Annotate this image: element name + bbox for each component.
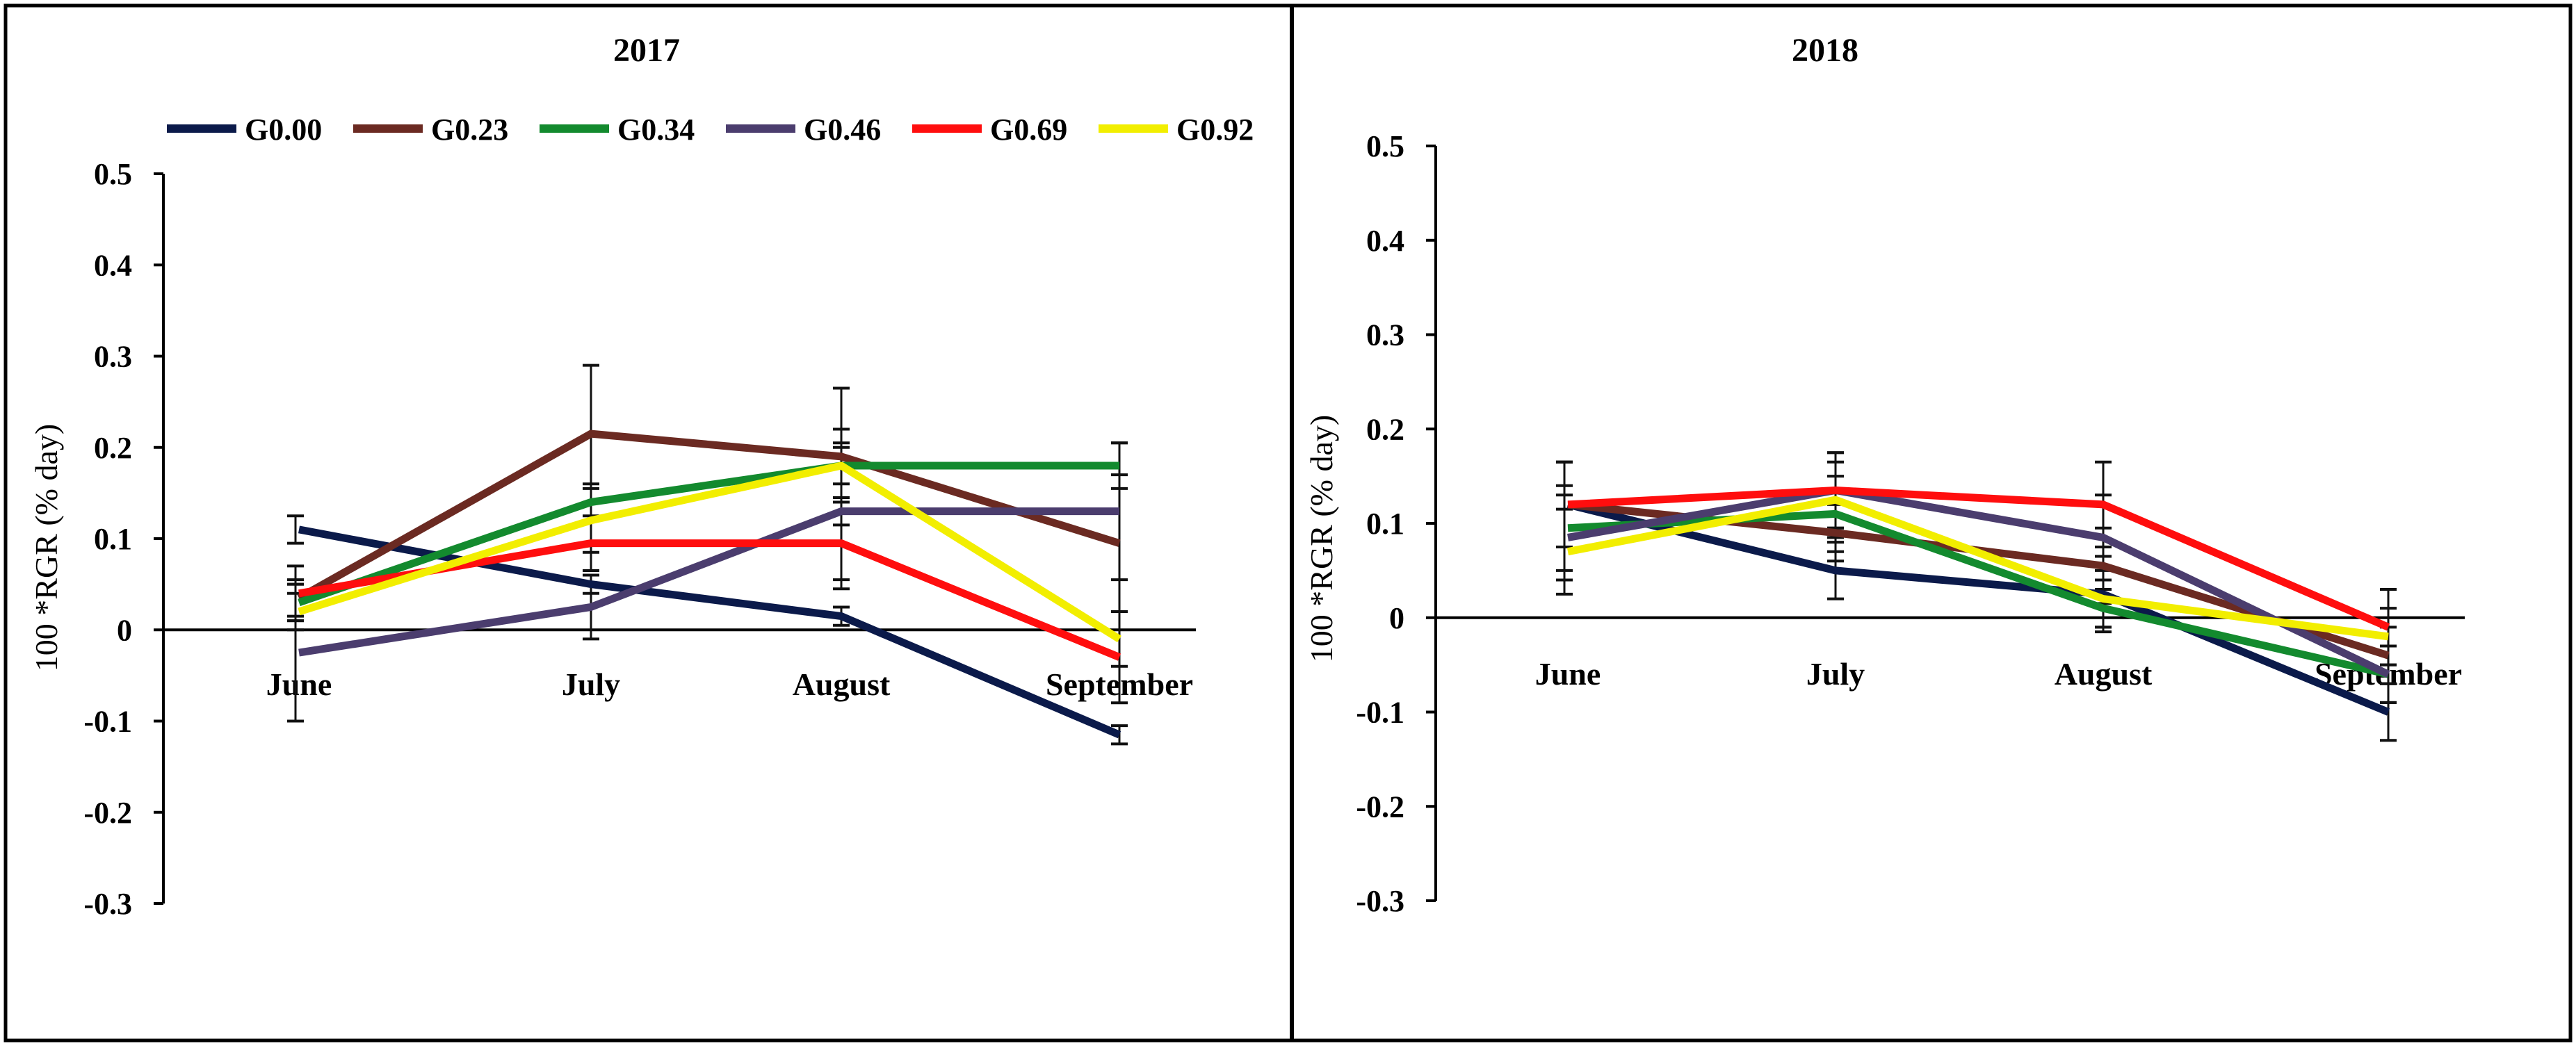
x-category-label: August <box>2055 656 2153 692</box>
x-category-label: June <box>266 667 332 702</box>
series-line-G0.00 <box>1566 500 2390 716</box>
legend-label-G0.23: G0.23 <box>431 113 508 147</box>
y-tick-label: -0.2 <box>83 796 132 830</box>
chart-title-2017: 2017 <box>613 32 680 69</box>
y-tick-label: 0.3 <box>1366 318 1404 352</box>
y-tick-label: -0.2 <box>1356 790 1404 824</box>
series-2017 <box>297 430 1121 739</box>
axes-2017: 0.5 0.4 0.3 0.2 0.1 0 -0.1 -0.2 -0.3 June July Augu… <box>83 157 1196 921</box>
legend-label-G0.00: G0.00 <box>245 113 322 147</box>
legend-label-G0.46: G0.46 <box>804 113 881 147</box>
y-tick-label: 0.3 <box>94 340 132 374</box>
series-2018 <box>1566 487 2390 716</box>
y-tick-label: 0.2 <box>1366 412 1404 446</box>
y-tick-label: -0.1 <box>83 705 132 739</box>
legend-label-G0.69: G0.69 <box>990 113 1067 147</box>
series-line-G0.23 <box>297 430 1121 602</box>
series-line-G0.46 <box>298 507 1119 657</box>
series-line-G0.34 <box>1567 509 2390 678</box>
series-line-G0.34 <box>298 461 1119 607</box>
legend-label-G0.92: G0.92 <box>1176 113 1254 147</box>
series-line-G0.92 <box>1566 496 2389 641</box>
x-category-label: August <box>793 667 891 702</box>
y-axis-label-2018: 100 *RGR (% day) <box>1304 415 1339 662</box>
panel-2017: 2017 100 *RGR (% day) G0.00 G0.23 G0.34 G0.… <box>29 32 1254 921</box>
series-line-G0.69 <box>1567 487 2390 631</box>
series-line-G0.46 <box>1567 487 2390 678</box>
y-axis-label-2017: 100 *RGR (% day) <box>29 424 64 671</box>
y-tick-label: -0.3 <box>1356 884 1404 918</box>
series-line-G0.92 <box>298 461 1121 643</box>
y-tick-label: 0.2 <box>94 431 132 465</box>
panel-2018: 2018 100 *RGR (% day) 0.5 0.4 0.3 0.2 0.1 0 -0… <box>1304 32 2465 918</box>
y-tick-label: 0.1 <box>1366 507 1404 541</box>
y-tick-label: -0.1 <box>1356 696 1404 730</box>
axes-2018: 0.5 0.4 0.3 0.2 0.1 0 -0.1 -0.2 -0.3 June July Augu… <box>1356 129 2465 918</box>
x-category-label: June <box>1535 656 1601 692</box>
chart-title-2018: 2018 <box>1792 32 1858 69</box>
y-tick-label: 0.4 <box>1366 224 1404 258</box>
y-tick-label: 0.5 <box>1366 129 1404 163</box>
y-tick-label: 0.1 <box>94 522 132 556</box>
y-tick-label: 0 <box>1389 601 1404 635</box>
x-category-label: July <box>1806 656 1865 692</box>
y-tick-label: 0.4 <box>94 248 132 282</box>
x-category-label: July <box>562 667 620 702</box>
legend: G0.00 G0.23 G0.34 G0.46 G0.69 G0.92 <box>167 113 1254 147</box>
y-tick-label: -0.3 <box>83 887 132 921</box>
y-tick-label: 0.5 <box>94 157 132 191</box>
series-line-G0.00 <box>298 525 1121 739</box>
y-tick-label: 0 <box>117 613 132 647</box>
figure-frame <box>3 3 2573 1043</box>
legend-label-G0.34: G0.34 <box>617 113 695 147</box>
